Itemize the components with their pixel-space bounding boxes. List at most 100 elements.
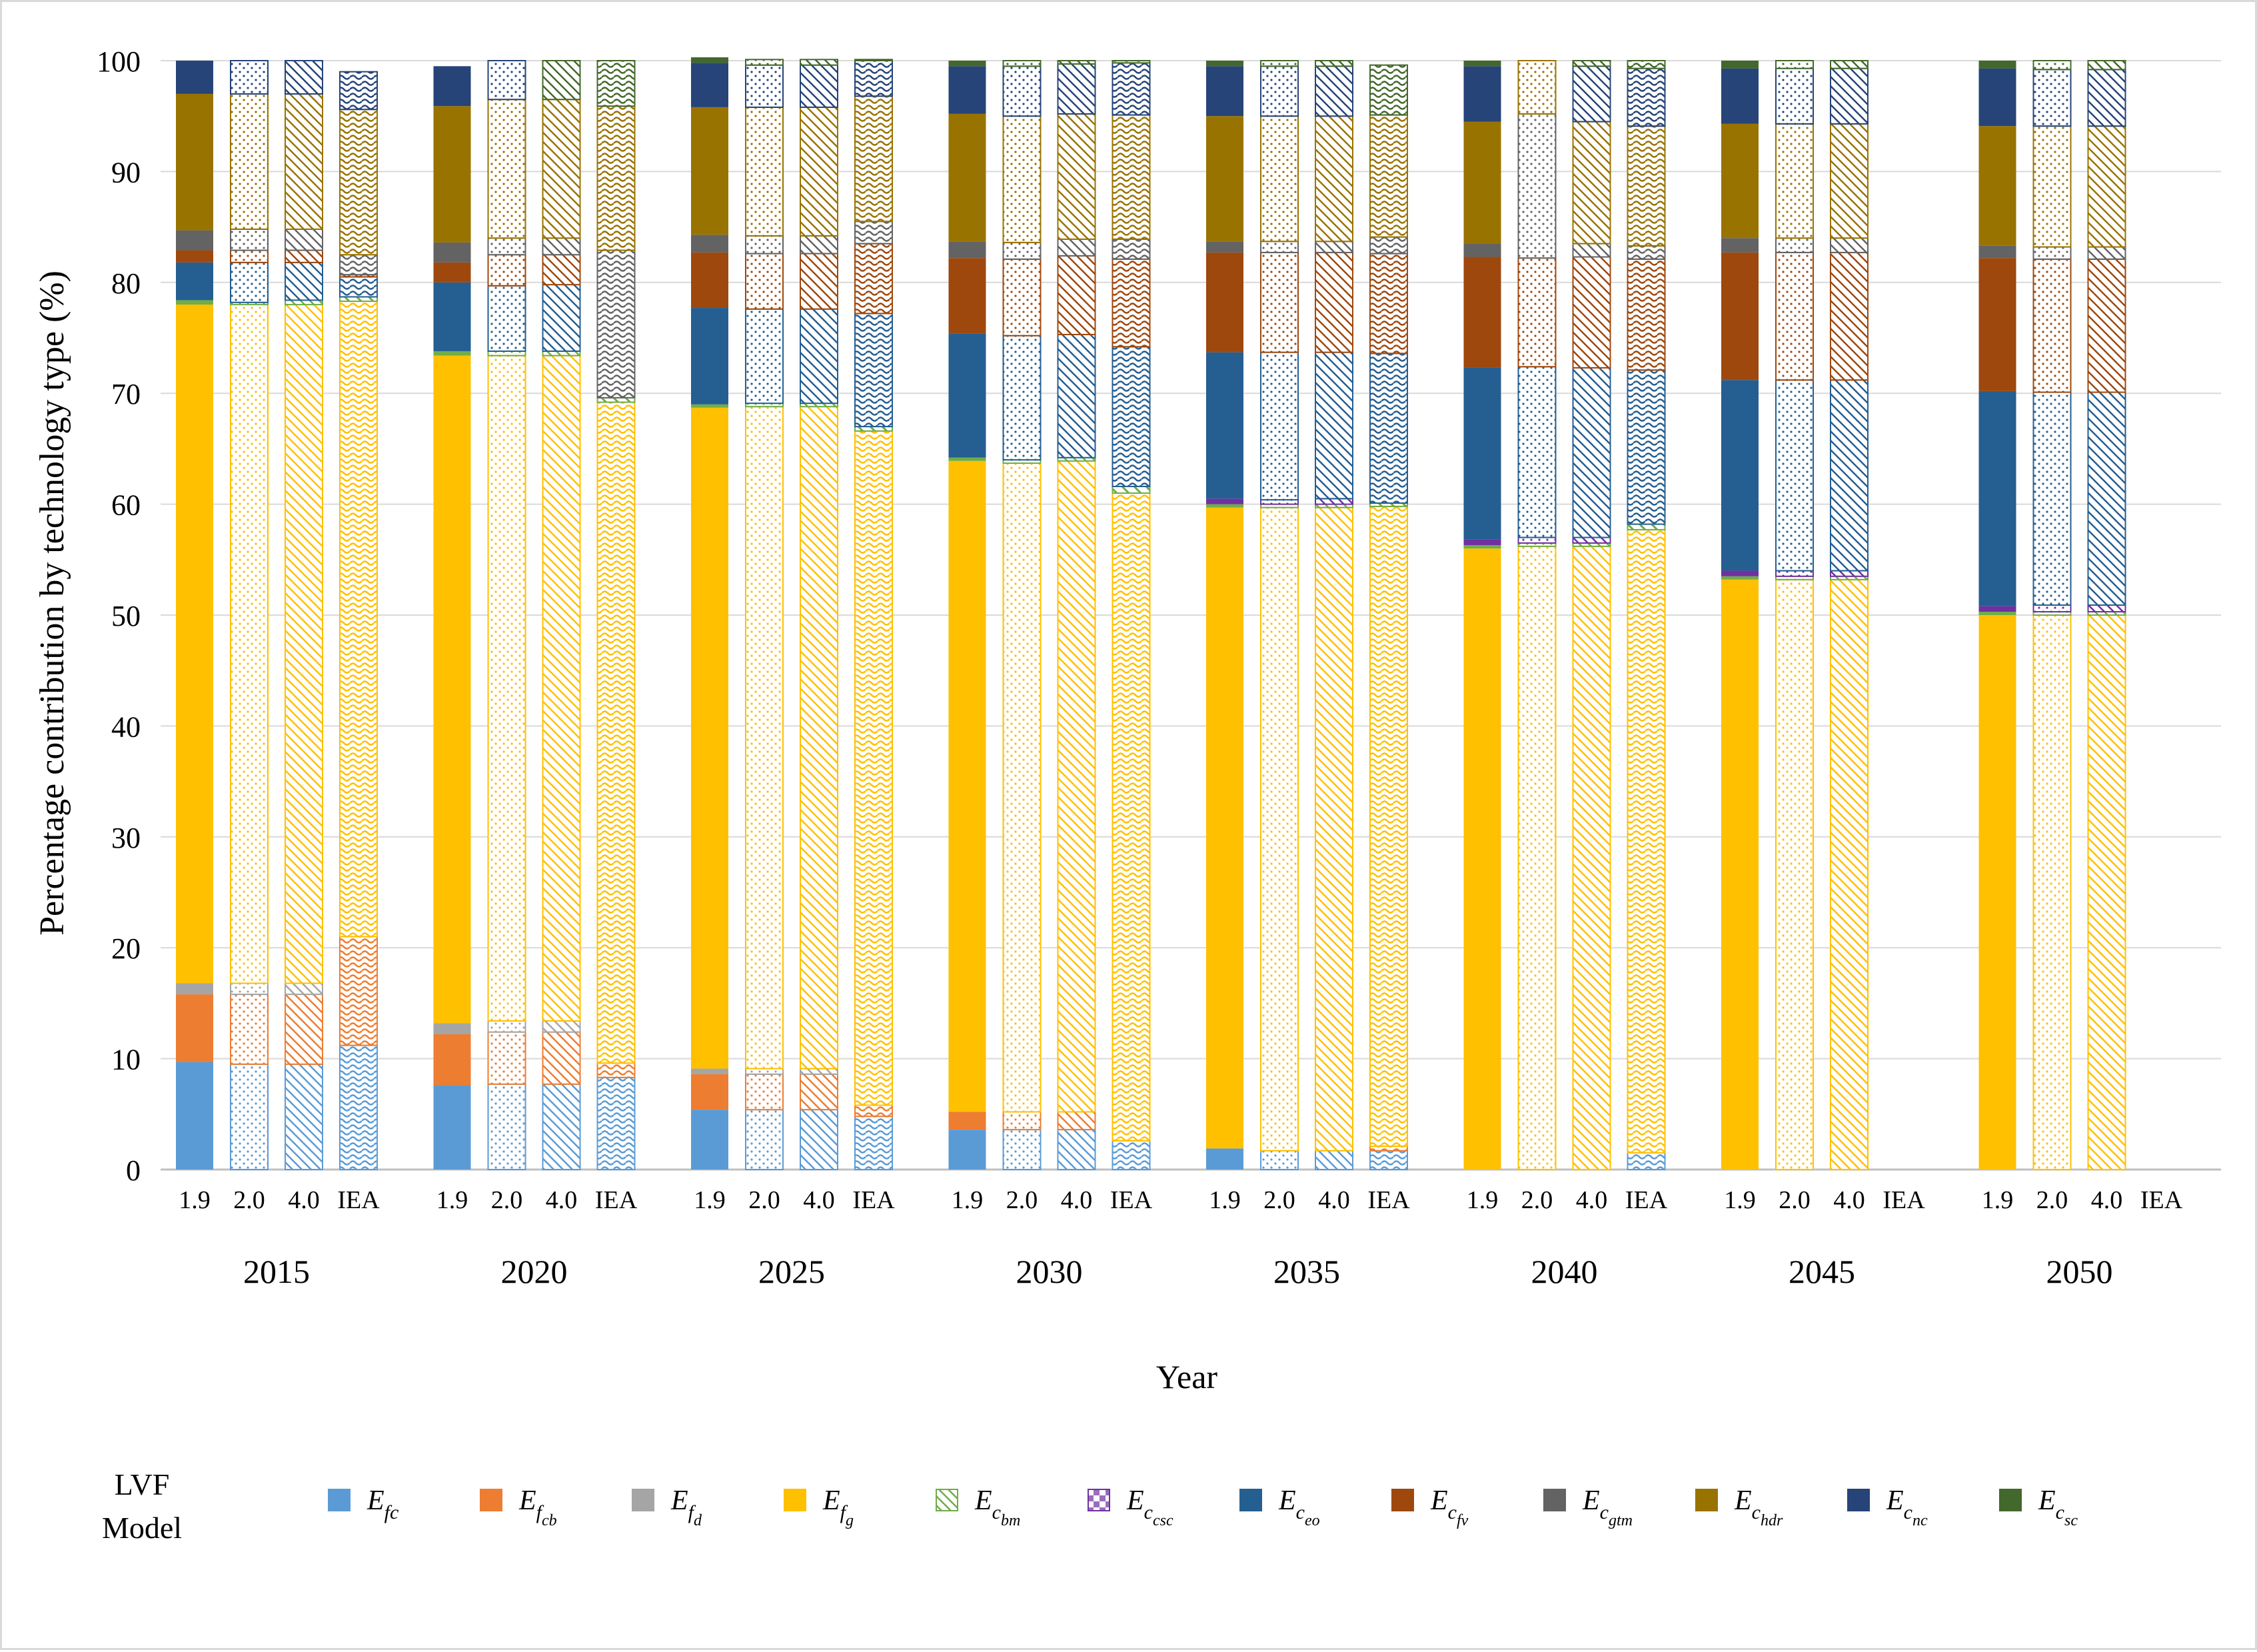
scenario-label: 2.0	[1521, 1186, 1553, 1214]
bar-segment-Eceo	[1369, 353, 1408, 504]
bar-segment-Efg	[1260, 506, 1299, 1152]
legend-swatch	[784, 1489, 806, 1511]
bar-segment-Eceo	[1463, 367, 1501, 540]
bar-segment-Eceo	[1775, 379, 1814, 572]
year-label: 2035	[1273, 1253, 1340, 1290]
bar-segment-Ecfv	[1463, 257, 1501, 368]
bar-segment-Ecsc	[1002, 60, 1042, 67]
bar-2025-4.0	[800, 59, 838, 1171]
bar-segment-Ecgtm	[745, 235, 784, 255]
bar-2020-4.0	[542, 60, 581, 1170]
bar-2030-4.0	[1057, 60, 1096, 1170]
bar-segment-Ecnc	[2087, 69, 2126, 127]
bar-segment-Ecgtm	[1775, 237, 1814, 253]
legend-label: Ecbm	[974, 1485, 1020, 1529]
bar-segment-Efcb	[596, 1062, 636, 1078]
legend-label: Echdr	[1734, 1485, 1783, 1529]
bar-segment-Ecfv	[2087, 258, 2126, 393]
y-tick-label: 70	[111, 378, 141, 411]
bar-segment-Efg	[487, 355, 526, 1022]
bar-2035-1.9	[1206, 61, 1243, 1170]
scenario-label: IEA	[1882, 1186, 1925, 1214]
bar-segment-Ecbm	[1721, 576, 1759, 580]
bar-segment-Ecsc	[2087, 60, 2126, 71]
bar-segment-Echdr	[1112, 114, 1151, 240]
bar-segment-Ecsc	[1627, 60, 1666, 69]
bar-segment-Efg	[745, 406, 784, 1070]
bar-segment-Echdr	[433, 106, 471, 243]
bar-segment-Ecgtm	[1830, 237, 1869, 253]
bar-segment-Ecfv	[1002, 258, 1042, 337]
bar-segment-Ecgtm	[854, 221, 893, 245]
bar-segment-Ecgtm	[230, 228, 269, 251]
bar-segment-Efcb	[176, 994, 213, 1062]
bar-segment-Efd	[691, 1068, 728, 1074]
bar-segment-Efd	[230, 982, 269, 996]
bar-segment-Efc	[596, 1076, 636, 1170]
bar-segment-Echdr	[542, 99, 581, 239]
bar-segment-Efc	[176, 1062, 213, 1170]
y-axis-label: Percentage contribution by technology ty…	[33, 271, 71, 936]
scenario-label: 4.0	[1061, 1186, 1093, 1214]
bar-segment-Ecnc	[1057, 63, 1096, 115]
year-label: 2045	[1789, 1253, 1855, 1290]
bar-segment-Ecfv	[1112, 258, 1151, 348]
bar-2040-IEA	[1627, 60, 1666, 1171]
legend-swatch	[480, 1489, 502, 1511]
scenario-label: 2.0	[233, 1186, 265, 1214]
bar-segment-Efd	[176, 983, 213, 995]
bar-segment-Ecnc	[487, 60, 526, 101]
scenario-label: IEA	[1625, 1186, 1668, 1214]
bar-segment-Ecgtm	[691, 235, 728, 253]
bar-segment-Efd	[285, 982, 323, 996]
legend-swatch	[1543, 1489, 1566, 1511]
bar-segment-Ecgtm	[176, 230, 213, 251]
bar-segment-Eceo	[487, 285, 526, 352]
bar-segment-Ecfv	[2032, 258, 2072, 393]
bar-2050-1.9	[1978, 61, 2016, 1170]
bar-segment-Echdr	[1978, 126, 2016, 246]
bar-segment-Efcb	[339, 936, 378, 1046]
bar-segment-Echdr	[1002, 115, 1042, 243]
scenario-label: 1.9	[694, 1186, 726, 1214]
bar-segment-Ecsc	[1721, 61, 1759, 69]
bar-2015-IEA	[339, 71, 378, 1170]
bar-2040-4.0	[1572, 60, 1611, 1170]
bar-segment-Ecgtm	[433, 242, 471, 263]
bar-segment-Eccsc	[1572, 536, 1611, 544]
bar-segment-Echdr	[176, 93, 213, 231]
scenario-label: 1.9	[179, 1186, 211, 1214]
bar-segment-Echdr	[230, 93, 269, 230]
bar-segment-Ecgtm	[948, 241, 986, 259]
legend-item-Efc: Efc	[328, 1485, 398, 1523]
bar-segment-Ecgtm	[2032, 246, 2072, 260]
bar-segment-Ecbm	[1112, 485, 1151, 494]
bar-segment-Efcb	[948, 1112, 986, 1130]
bar-segment-Eceo	[1002, 335, 1042, 461]
bar-2030-2.0	[1002, 60, 1042, 1170]
bar-2035-IEA	[1369, 64, 1408, 1171]
legend-swatch	[632, 1489, 654, 1511]
bar-segment-Ecgtm	[1517, 113, 1557, 259]
bar-segment-Eceo	[176, 262, 213, 301]
scenario-label: 1.9	[436, 1186, 468, 1214]
legend-label: Efc	[367, 1485, 398, 1523]
bar-segment-Efg	[1112, 492, 1151, 1142]
year-label: 2015	[243, 1253, 310, 1290]
bar-segment-Ecgtm	[800, 235, 838, 255]
bar-segment-Eceo	[1315, 351, 1353, 500]
bar-segment-Eceo	[1978, 391, 2016, 606]
bar-segment-Ecfv	[745, 253, 784, 310]
bar-segment-Efg	[800, 406, 838, 1070]
scenario-label: 1.9	[1209, 1186, 1241, 1214]
bar-segment-Ecfv	[1260, 251, 1299, 353]
bar-segment-Ecgtm	[1721, 238, 1759, 253]
bar-segment-Echdr	[854, 95, 893, 223]
bar-segment-Ecbm	[1206, 504, 1243, 508]
bar-segment-Efg	[285, 304, 323, 984]
bar-segment-Ecsc	[1260, 60, 1299, 67]
legend-item-Efcb: Efcb	[480, 1485, 557, 1529]
y-tick-labels: 0 10 20 30 40 50 60 70 80 90 100	[97, 45, 141, 1187]
bar-segment-Efg	[1206, 507, 1243, 1149]
bar-segment-Efd	[487, 1020, 526, 1033]
